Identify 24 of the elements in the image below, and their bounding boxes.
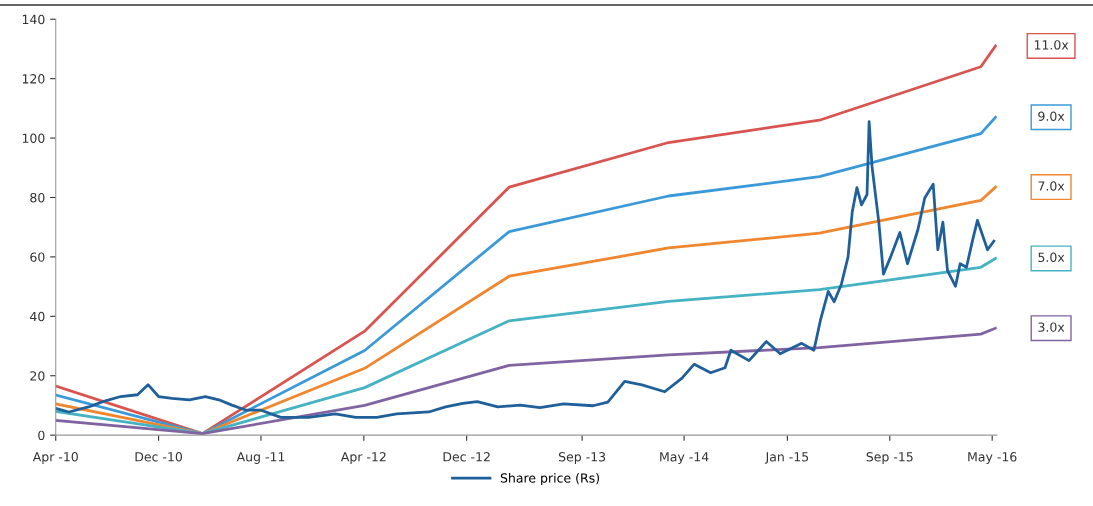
y-tick-label: 0 [38, 430, 45, 441]
legend-label: Share price (Rs) [500, 473, 599, 486]
y-tick-label: 20 [30, 371, 45, 381]
x-tick-label: Sep -13 [558, 452, 606, 464]
y-tick-label: 80 [30, 192, 45, 203]
y-tick-label: 40 [30, 311, 45, 322]
text: 7.0x [1038, 181, 1065, 191]
x-tick-label: May -16 [968, 452, 1017, 464]
text: 5.0x [1038, 252, 1065, 263]
y-tick-label: 140 [22, 14, 45, 25]
text: 9.0x [1038, 111, 1065, 121]
x-tick-label: Aug -11 [236, 452, 285, 464]
x-tick-label: Apr -10 [32, 452, 78, 464]
x-tick-label: May -14 [660, 452, 709, 464]
x-tick-label: Dec -12 [443, 452, 490, 462]
x-tick-label: Jan -15 [764, 452, 809, 464]
x-tick-label: Apr -12 [340, 452, 386, 464]
x-tick-label: Sep -15 [866, 452, 913, 464]
y-tick-label: 100 [22, 133, 45, 143]
y-tick-label: 120 [22, 74, 45, 84]
y-tick-label: 60 [30, 252, 45, 262]
text: 11.0x [1034, 40, 1069, 50]
text: 3.0x [1038, 322, 1065, 332]
x-tick-label: Dec -10 [135, 452, 183, 462]
